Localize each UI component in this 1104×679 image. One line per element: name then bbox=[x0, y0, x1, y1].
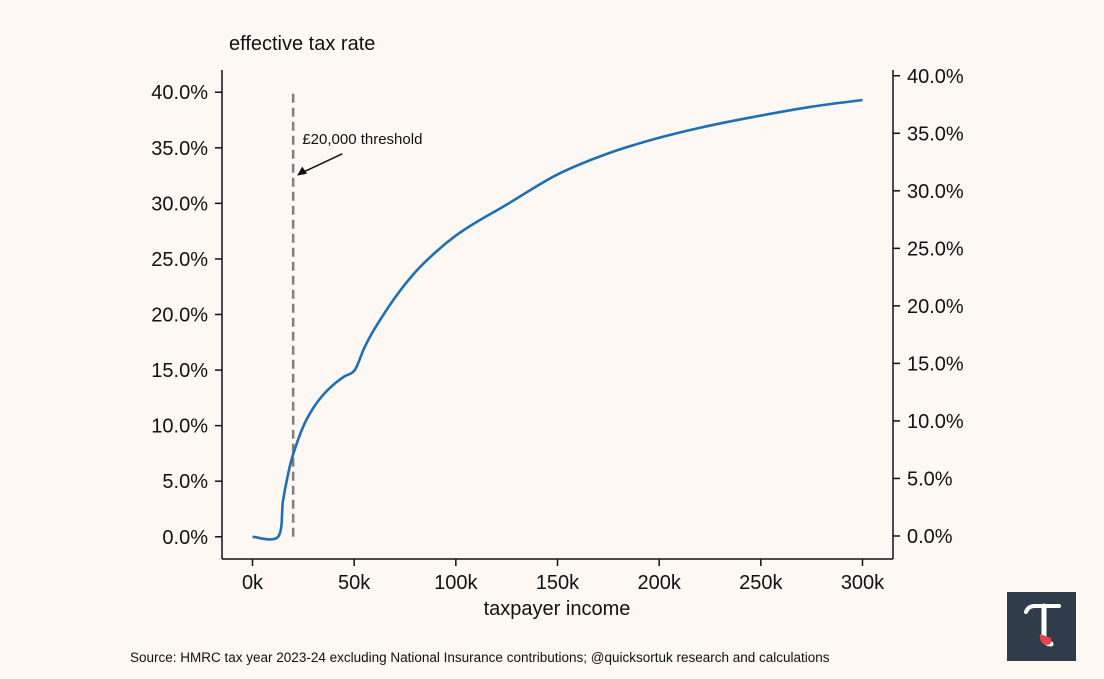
left-y-tick-label: 30.0% bbox=[151, 193, 208, 215]
left-y-tick-label: 20.0% bbox=[151, 305, 208, 327]
annotation-arrow-head bbox=[297, 166, 308, 176]
right-y-tick-label: 30.0% bbox=[907, 181, 964, 203]
right-y-tick-label: 40.0% bbox=[907, 66, 964, 88]
right-y-tick-label: 25.0% bbox=[907, 238, 964, 260]
left-y-tick-label: 5.0% bbox=[162, 471, 208, 493]
right-y-tick-label: 20.0% bbox=[907, 296, 964, 318]
x-tick-label: 100k bbox=[434, 572, 478, 594]
left-y-tick-label: 0.0% bbox=[162, 527, 208, 549]
right-y-tick-label: 35.0% bbox=[907, 123, 964, 145]
x-tick-label: 250k bbox=[739, 572, 783, 594]
left-y-tick-label: 25.0% bbox=[151, 249, 208, 271]
x-tick-label: 300k bbox=[841, 572, 885, 594]
left-y-tick-label: 15.0% bbox=[151, 360, 208, 382]
right-y-tick-label: 5.0% bbox=[907, 468, 953, 490]
left-y-tick-label: 40.0% bbox=[151, 82, 208, 104]
x-tick-label: 200k bbox=[637, 572, 681, 594]
source-note: Source: HMRC tax year 2023-24 excluding … bbox=[130, 650, 830, 665]
x-axis-title: taxpayer income bbox=[484, 598, 631, 620]
brand-logo bbox=[1007, 592, 1076, 661]
tau-icon bbox=[1024, 603, 1061, 647]
y-axis-title: effective tax rate bbox=[229, 33, 375, 55]
right-y-tick-label: 10.0% bbox=[907, 411, 964, 433]
series-line-effective-tax-rate bbox=[252, 98, 863, 541]
left-y-tick-label: 10.0% bbox=[151, 416, 208, 438]
right-y-tick-label: 0.0% bbox=[907, 526, 953, 548]
annotation-arrow-shaft bbox=[299, 153, 343, 175]
axis-ticks: 0.0% 5.0% 10.0% 15.0% 20.0% 25.0% 30.0% 35.0% 40… bbox=[151, 66, 964, 594]
x-tick-label: 50k bbox=[338, 572, 371, 594]
chart-marks: £20,000 threshold bbox=[252, 92, 863, 541]
x-tick-label: 150k bbox=[536, 572, 580, 594]
right-y-tick-label: 15.0% bbox=[907, 353, 964, 375]
annotation-text: £20,000 threshold bbox=[302, 131, 422, 148]
left-y-tick-label: 35.0% bbox=[151, 138, 208, 160]
x-tick-label: 0k bbox=[242, 572, 264, 594]
